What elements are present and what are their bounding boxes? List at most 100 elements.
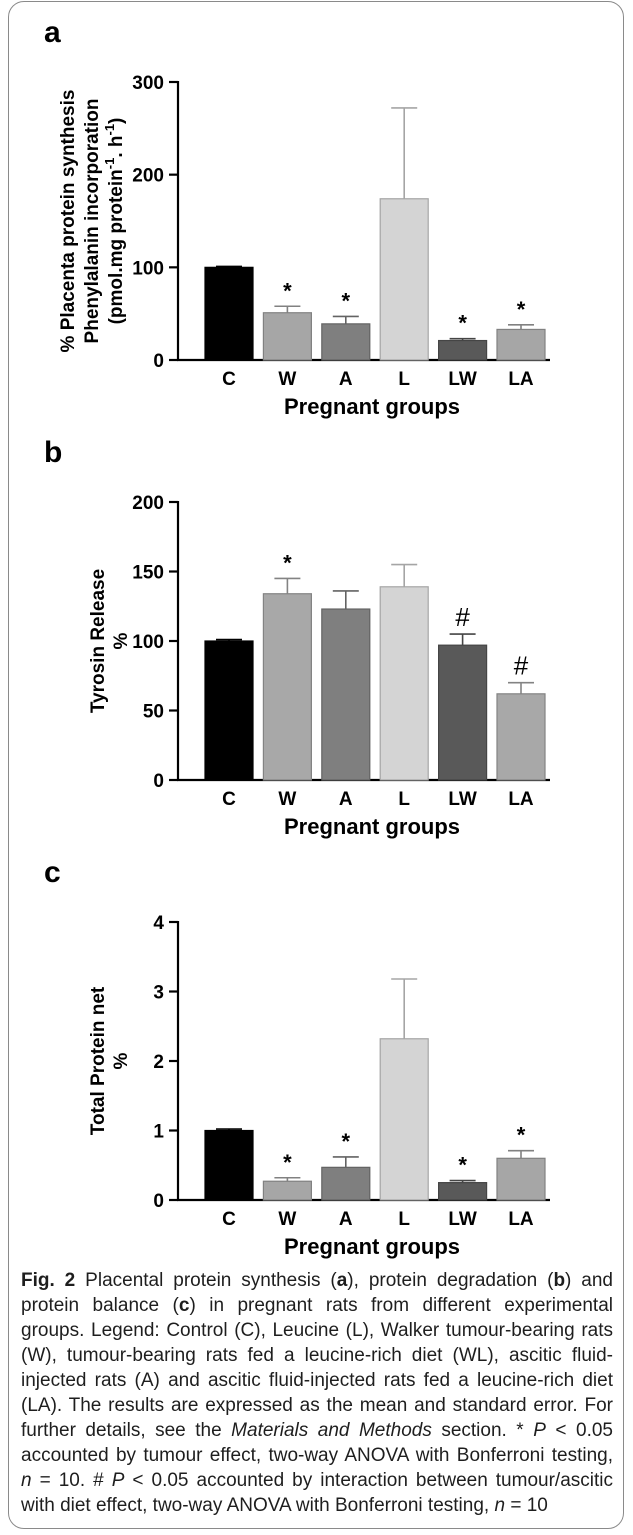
- y-tick-label: 50: [143, 702, 164, 723]
- significance-mark-A: *: [342, 288, 351, 313]
- caption-text: groups. Legend: Control (C), Leucine (L)…: [21, 1320, 613, 1341]
- y-tick-label: 100: [132, 258, 164, 279]
- y-tick-label: 150: [132, 563, 164, 584]
- y-axis-title-line: Phenylalanin incorporation: [82, 99, 103, 344]
- y-axis-title-line: %: [111, 1052, 132, 1069]
- caption-text: (W), tumour-bearing rats fed a leucine-r…: [21, 1345, 613, 1366]
- panel-label: a: [44, 16, 61, 49]
- y-tick-label: 2: [153, 1052, 164, 1073]
- bar-L: [379, 1038, 429, 1201]
- significance-mark-W: *: [283, 1150, 292, 1175]
- category-label-A: A: [339, 369, 353, 390]
- bar-L: [379, 586, 429, 781]
- bar-L: [379, 198, 429, 361]
- chart-panel-b: b 0 50 100 150 200 C W * A L LW # LA # Pregnant groups T…: [44, 436, 550, 839]
- y-axis-title-segment: Phenylalanin incorporation: [82, 99, 103, 344]
- bar-A: [321, 1166, 371, 1201]
- x-axis-title: Pregnant groups: [284, 394, 460, 419]
- y-axis-title-segment: % Placenta protein synthesis: [58, 90, 79, 353]
- significance-mark-LW: *: [458, 311, 467, 336]
- panel-label: b: [44, 436, 62, 469]
- y-tick-label: 0: [153, 351, 164, 372]
- significance-mark-A: *: [342, 1129, 351, 1154]
- significance-mark-W: *: [283, 278, 292, 303]
- caption-text: ) in pregnant rats from different experi…: [189, 1295, 613, 1316]
- bar-LA: [496, 1157, 546, 1201]
- caption-text: accounted by tumour effect, two-way ANOV…: [21, 1445, 613, 1466]
- bar-LW: [438, 644, 488, 781]
- bar-LW: [438, 339, 488, 361]
- caption-text: (LA). The results are expressed as the m…: [21, 1395, 613, 1416]
- bar-W: [262, 593, 312, 781]
- y-axis-title-segment: (pmol.mg protein: [106, 169, 127, 324]
- significance-mark-LW: #: [455, 602, 470, 632]
- category-label-C: C: [222, 369, 236, 390]
- y-tick-label: 300: [132, 73, 164, 94]
- y-tick-label: 1: [153, 1122, 164, 1143]
- bar-W: [262, 1180, 312, 1201]
- bar-C: [204, 1129, 254, 1201]
- x-axis-title: Pregnant groups: [284, 1234, 460, 1259]
- caption-text: c: [178, 1295, 190, 1316]
- bar-LW: [438, 1182, 488, 1201]
- caption-text: ), protein degradation (: [347, 1270, 554, 1291]
- category-label-L: L: [398, 1209, 410, 1230]
- caption-text: P: [111, 1470, 125, 1491]
- significance-mark-LW: *: [458, 1153, 467, 1178]
- caption-text: n: [494, 1495, 506, 1516]
- x-axis-title: Pregnant groups: [284, 814, 460, 839]
- caption-text: = 10: [505, 1495, 548, 1516]
- category-label-C: C: [222, 1209, 236, 1230]
- caption-text: protein balance (: [21, 1295, 179, 1316]
- caption-line: n = 10. # P < 0.05 accounted by interact…: [21, 1468, 613, 1493]
- caption-text: a: [336, 1270, 348, 1291]
- y-axis-title-segment: -1: [102, 124, 117, 136]
- chart-panel-a: a 0 100 200 300 C W * A * L LW * LA * Pregnant groups % …: [44, 16, 550, 419]
- bar-C: [204, 266, 254, 361]
- chart-panel-c: c 0 1 2 3 4 C W * A * L LW * LA * Pregnant groups Total P…: [44, 856, 550, 1259]
- category-label-LW: LW: [448, 789, 477, 810]
- significance-mark-LA: *: [517, 1123, 526, 1148]
- y-axis-title-line: %: [111, 632, 132, 649]
- caption-line: accounted by tumour effect, two-way ANOV…: [21, 1443, 613, 1468]
- caption-line: (LA). The results are expressed as the m…: [21, 1393, 613, 1418]
- y-axis-title-segment: %: [111, 1052, 132, 1069]
- y-axis-title-line: Total Protein net: [88, 986, 109, 1135]
- bar-A: [321, 608, 371, 781]
- category-label-LA: LA: [508, 369, 534, 390]
- caption-text: Fig. 2: [21, 1270, 76, 1291]
- caption-text: injected rats (A) and ascitic fluid-inje…: [21, 1370, 613, 1391]
- significance-mark-W: *: [283, 550, 292, 575]
- category-label-LA: LA: [508, 1209, 534, 1230]
- caption-text: n: [21, 1470, 32, 1491]
- caption-text: < 0.05 accounted by interaction between …: [124, 1470, 613, 1491]
- caption-line: injected rats (A) and ascitic fluid-inje…: [21, 1368, 613, 1393]
- y-axis-title-segment: -1: [102, 158, 117, 170]
- caption-text: Materials and Methods: [231, 1420, 432, 1441]
- y-axis-title-line: % Placenta protein synthesis: [58, 90, 79, 353]
- category-label-W: W: [278, 1209, 296, 1230]
- caption-line: groups. Legend: Control (C), Leucine (L)…: [21, 1318, 613, 1343]
- y-tick-label: 0: [153, 771, 164, 792]
- category-label-A: A: [339, 789, 353, 810]
- bar-C: [204, 640, 254, 781]
- caption-text: Placental protein synthesis (: [75, 1270, 337, 1291]
- category-label-LA: LA: [508, 789, 534, 810]
- caption-text: P: [533, 1420, 546, 1441]
- category-label-W: W: [278, 789, 296, 810]
- caption-text: further details, see the: [21, 1420, 232, 1441]
- caption-text: = 10. #: [31, 1470, 112, 1491]
- significance-mark-LA: *: [517, 297, 526, 322]
- caption-text: with diet effect, two-way ANOVA with Bon…: [21, 1495, 495, 1516]
- caption-line: protein balance (c) in pregnant rats fro…: [21, 1293, 613, 1318]
- panel-label: c: [44, 856, 61, 889]
- caption-text: section. *: [431, 1420, 534, 1441]
- category-label-L: L: [398, 789, 410, 810]
- caption-line: Fig. 2 Placental protein synthesis (a), …: [21, 1268, 613, 1293]
- figure-frame: [8, 1, 624, 1529]
- y-axis-title-segment: . h: [106, 136, 127, 158]
- bar-A: [321, 323, 371, 361]
- caption-line: further details, see the Materials and M…: [21, 1418, 613, 1443]
